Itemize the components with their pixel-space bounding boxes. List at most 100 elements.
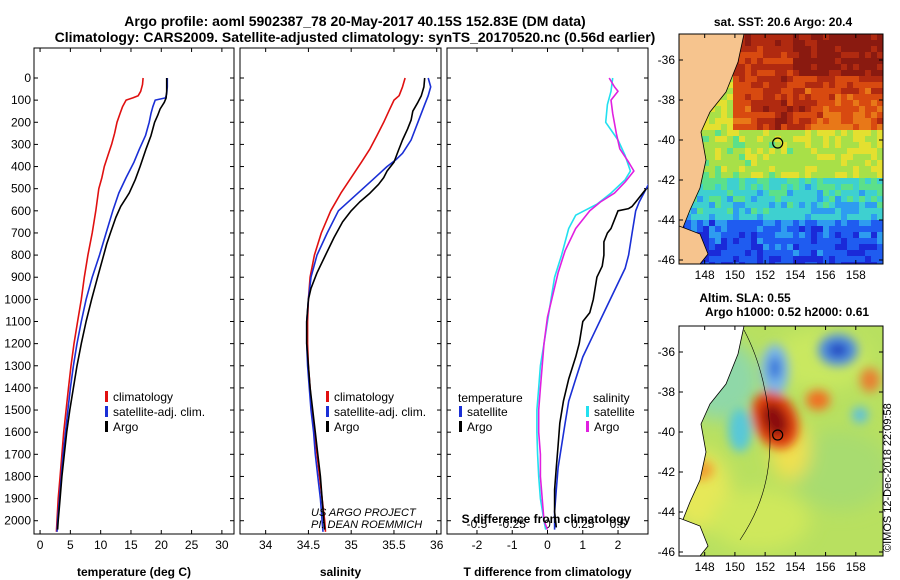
sst-cell [841,208,847,214]
y-tick-label: 0 [24,71,31,85]
sst-cell [811,214,817,220]
sst-cell [727,250,733,256]
sst-cell [823,232,829,238]
x-tick-label: 30 [215,538,229,552]
sst-cell [781,178,787,184]
sst-cell [865,202,871,208]
series-line-temperature-argo [553,188,647,528]
sst-cell [769,112,775,118]
sst-cell [757,94,763,100]
sst-cell [829,40,835,46]
sst-cell [745,52,751,58]
sst-cell [811,196,817,202]
sst-cell [829,142,835,148]
sst-cell [859,34,865,40]
sst-cell [877,244,883,250]
sst-cell [811,64,817,70]
sst-cell [787,160,793,166]
sst-cell [853,172,859,178]
legend-label-argo: Argo [113,420,139,434]
sst-cell [805,160,811,166]
sst-cell [775,130,781,136]
sst-cell [865,184,871,190]
sst-cell [877,88,883,94]
sst-cell [817,82,823,88]
sst-cell [739,130,745,136]
sst-cell [781,166,787,172]
sst-cell [865,166,871,172]
sst-cell [721,244,727,250]
sst-cell [787,118,793,124]
sst-cell [721,262,727,264]
sst-cell [727,226,733,232]
sst-cell [865,136,871,142]
sst-cell [835,52,841,58]
sst-cell [721,106,727,112]
sst-cell [751,94,757,100]
sst-cell [775,88,781,94]
sst-cell [829,250,835,256]
figure-title-line2: Climatology: CARS2009. Satellite-adjuste… [55,29,656,45]
sst-cell [703,178,709,184]
sst-cell [829,70,835,76]
sst-cell [841,184,847,190]
sst-cell [871,178,877,184]
x-tick-label: 0 [544,538,551,552]
map-y-tick-label: -42 [658,465,676,479]
sst-cell [877,148,883,154]
sst-cell [829,124,835,130]
sst-cell [829,100,835,106]
sst-cell [811,70,817,76]
sst-cell [727,208,733,214]
sst-cell [859,208,865,214]
sst-cell [787,172,793,178]
y-tick-label: 1500 [4,403,31,417]
sst-cell [829,130,835,136]
sst-cell [841,58,847,64]
sst-cell [817,154,823,160]
sst-cell [775,232,781,238]
sst-cell [799,70,805,76]
sst-cell [859,64,865,70]
sst-cell [847,220,853,226]
sst-cell [835,118,841,124]
sst-cell [727,196,733,202]
sst-cell [751,172,757,178]
series-group [536,77,648,530]
sst-cell [835,262,841,264]
sst-cell [799,256,805,262]
sst-cell [817,160,823,166]
sst-cell [787,196,793,202]
sst-cell [763,94,769,100]
sst-cell [727,118,733,124]
sst-cell [733,244,739,250]
sst-cell [775,196,781,202]
sst-cell [835,256,841,262]
sst-cell [805,214,811,220]
sst-cell [817,88,823,94]
sst-cell [871,190,877,196]
sst-cell [733,238,739,244]
sst-cell [847,94,853,100]
sst-cell [799,58,805,64]
sst-cell [703,124,709,130]
sst-cell [859,136,865,142]
sst-cell [799,154,805,160]
sst-cell [703,130,709,136]
sst-cell [775,52,781,58]
sst-cell [847,34,853,40]
sst-cell [793,190,799,196]
sst-cell [841,136,847,142]
sst-cell [703,256,709,262]
sst-cell [823,166,829,172]
map-x-tick-label: 154 [785,560,805,574]
sst-cell [757,202,763,208]
sst-cell [757,262,763,264]
sst-cell [865,256,871,262]
sst-cell [865,160,871,166]
sst-cell [757,244,763,250]
sst-cell [859,100,865,106]
sst-cell [703,262,709,264]
sst-cell [733,178,739,184]
map-x-tick-label: 148 [695,560,715,574]
